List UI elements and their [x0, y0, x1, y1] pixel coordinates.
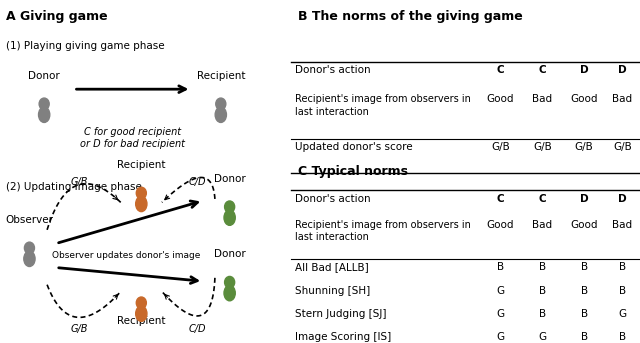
Text: B: B: [580, 262, 588, 272]
Text: B: B: [619, 286, 626, 296]
Text: C for good recipient
or D for bad recipient: C for good recipient or D for bad recipi…: [80, 127, 185, 149]
Text: A Giving game: A Giving game: [6, 10, 108, 23]
Text: C Typical norms: C Typical norms: [298, 165, 408, 178]
Ellipse shape: [224, 285, 236, 301]
Circle shape: [136, 187, 147, 199]
Text: Recipient: Recipient: [117, 160, 166, 170]
Text: (1) Playing giving game phase: (1) Playing giving game phase: [6, 41, 164, 51]
Text: C: C: [497, 194, 504, 204]
Text: Good: Good: [570, 94, 598, 104]
Text: B: B: [539, 309, 546, 319]
Ellipse shape: [215, 107, 227, 122]
Text: (2) Updating image phase: (2) Updating image phase: [6, 182, 142, 192]
Ellipse shape: [38, 107, 50, 122]
Text: C/D: C/D: [189, 177, 206, 187]
Text: Bad: Bad: [612, 94, 632, 104]
Ellipse shape: [136, 196, 147, 212]
Text: D: D: [618, 194, 627, 204]
Text: Good: Good: [570, 220, 598, 229]
Text: G/B: G/B: [575, 142, 593, 152]
Text: D: D: [580, 194, 589, 204]
Text: Recipient's image from observers in
last interaction: Recipient's image from observers in last…: [294, 220, 470, 242]
Text: B: B: [619, 262, 626, 272]
Text: Recipient: Recipient: [196, 71, 245, 81]
Text: Recipient: Recipient: [117, 316, 166, 326]
Text: Donor: Donor: [214, 249, 246, 259]
Text: B The norms of the giving game: B The norms of the giving game: [298, 10, 523, 23]
Circle shape: [225, 276, 235, 288]
Text: Image Scoring [IS]: Image Scoring [IS]: [294, 332, 391, 342]
Text: G: G: [497, 332, 504, 342]
Text: Updated donor's score: Updated donor's score: [294, 142, 412, 152]
Text: G/B: G/B: [71, 324, 88, 334]
Ellipse shape: [24, 251, 35, 267]
Text: Donor's action: Donor's action: [294, 194, 371, 204]
Text: C/D: C/D: [189, 324, 206, 334]
Text: Recipient's image from observers in
last interaction: Recipient's image from observers in last…: [294, 94, 470, 117]
Text: Shunning [SH]: Shunning [SH]: [294, 286, 370, 296]
Text: Good: Good: [487, 94, 514, 104]
Text: Bad: Bad: [532, 94, 552, 104]
Text: G: G: [497, 309, 504, 319]
Text: C: C: [538, 65, 546, 75]
Circle shape: [225, 201, 235, 213]
Text: C: C: [497, 65, 504, 75]
Text: Observer: Observer: [6, 215, 54, 225]
Ellipse shape: [136, 306, 147, 321]
Text: D: D: [618, 65, 627, 75]
Text: C: C: [538, 194, 546, 204]
Text: Observer updates donor's image: Observer updates donor's image: [52, 251, 201, 260]
Text: G/B: G/B: [613, 142, 632, 152]
Circle shape: [136, 297, 147, 309]
Text: G/B: G/B: [491, 142, 510, 152]
Text: B: B: [539, 262, 546, 272]
Text: B: B: [580, 332, 588, 342]
Text: D: D: [580, 65, 589, 75]
Text: B: B: [539, 286, 546, 296]
Text: B: B: [580, 286, 588, 296]
Ellipse shape: [224, 210, 236, 225]
Text: B: B: [497, 262, 504, 272]
Circle shape: [24, 242, 35, 254]
Text: Donor's action: Donor's action: [294, 65, 371, 75]
Text: G: G: [538, 332, 547, 342]
Text: All Bad [ALLB]: All Bad [ALLB]: [294, 262, 369, 272]
Text: Good: Good: [487, 220, 514, 229]
Text: Bad: Bad: [612, 220, 632, 229]
Text: Bad: Bad: [532, 220, 552, 229]
Text: G/B: G/B: [71, 177, 88, 187]
Text: B: B: [619, 332, 626, 342]
Text: Stern Judging [SJ]: Stern Judging [SJ]: [294, 309, 386, 319]
Text: G: G: [497, 286, 504, 296]
Text: G: G: [618, 309, 627, 319]
Text: Donor: Donor: [28, 71, 60, 81]
Text: G/B: G/B: [533, 142, 552, 152]
Text: B: B: [580, 309, 588, 319]
Text: Donor: Donor: [214, 174, 246, 184]
Circle shape: [216, 98, 226, 110]
Circle shape: [39, 98, 49, 110]
